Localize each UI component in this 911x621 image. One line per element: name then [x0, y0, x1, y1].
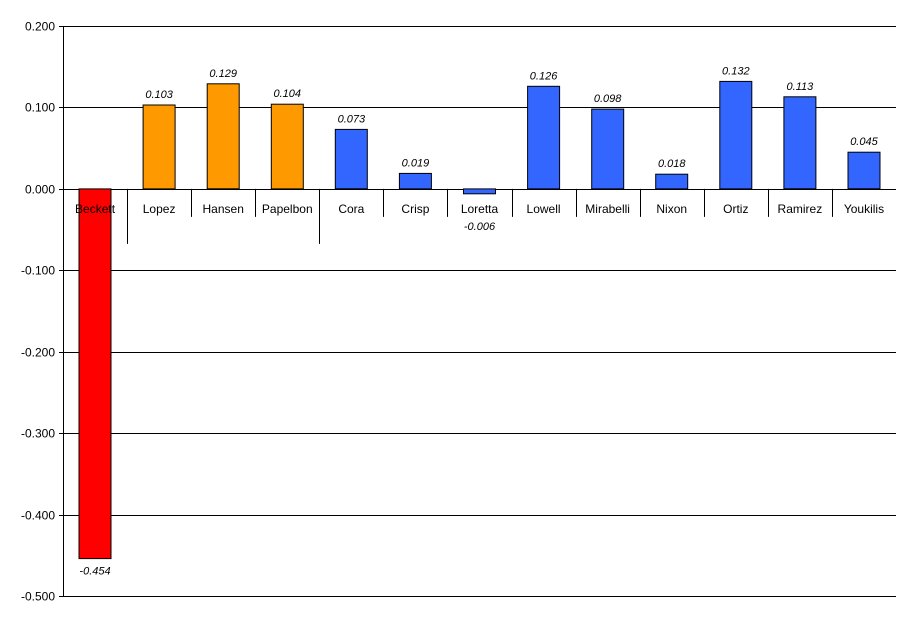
bar-crisp	[398, 172, 432, 190]
y-tick-label: -0.500	[21, 590, 55, 604]
y-tick-label: 0.100	[25, 101, 55, 115]
category-label: Lowell	[527, 202, 561, 216]
data-label: 0.126	[530, 70, 558, 82]
bar-youkilis	[847, 151, 881, 190]
data-label: 0.098	[594, 93, 622, 105]
bar-loretta	[463, 188, 496, 195]
data-label: 0.073	[338, 113, 366, 125]
bar-ortiz	[719, 80, 753, 190]
y-tick-labels: 0.200 0.100 0.000 -0.100 -0.200 -0.300 -0.400 -…	[21, 20, 55, 604]
bar-mirabelli	[591, 108, 625, 190]
bar-lowell	[527, 85, 561, 190]
category-label: Beckett	[75, 202, 116, 216]
bar-hansen	[206, 83, 240, 190]
bars	[78, 80, 881, 560]
category-label: Ramirez	[778, 202, 823, 216]
data-label: 0.018	[658, 158, 686, 170]
data-label: 0.132	[722, 65, 750, 77]
data-label: 0.019	[402, 157, 430, 169]
data-label: 0.045	[850, 136, 878, 148]
bar-beckett	[78, 188, 112, 560]
category-label: Youkilis	[844, 202, 884, 216]
category-label: Mirabelli	[585, 202, 630, 216]
data-label: -0.006	[464, 221, 496, 233]
y-tick-label: -0.100	[21, 264, 55, 278]
y-tick-label: -0.400	[21, 509, 55, 523]
gridlines	[63, 26, 896, 597]
bar-ramirez	[783, 96, 817, 190]
axes	[59, 26, 833, 597]
data-label: -0.454	[79, 566, 110, 578]
category-label: Cora	[338, 202, 364, 216]
y-tick-label: -0.200	[21, 346, 55, 360]
category-label: Ortiz	[723, 202, 748, 216]
y-tick-label: 0.200	[25, 20, 55, 34]
category-label: Papelbon	[262, 202, 313, 216]
data-label: 0.129	[209, 68, 237, 80]
data-labels: -0.454 0.103 0.129 0.104 0.073 0.019 -0.006 0.1…	[79, 65, 878, 577]
bar-cora	[334, 128, 368, 190]
category-labels: Beckett Lopez Hansen Papelbon Cora Crisp Loret…	[75, 202, 884, 216]
bar-papelbon	[270, 103, 304, 190]
y-tick-label: 0.000	[25, 183, 55, 197]
category-label: Lopez	[143, 202, 176, 216]
category-label: Crisp	[401, 202, 429, 216]
category-label: Nixon	[656, 202, 687, 216]
data-label: 0.113	[787, 81, 815, 93]
category-label: Hansen	[203, 202, 244, 216]
bar-lopez	[142, 104, 176, 190]
bar-nixon	[655, 173, 689, 190]
data-label: 0.103	[145, 89, 173, 101]
category-label: Loretta	[461, 202, 499, 216]
data-label: 0.104	[274, 88, 302, 100]
y-tick-label: -0.300	[21, 427, 55, 441]
